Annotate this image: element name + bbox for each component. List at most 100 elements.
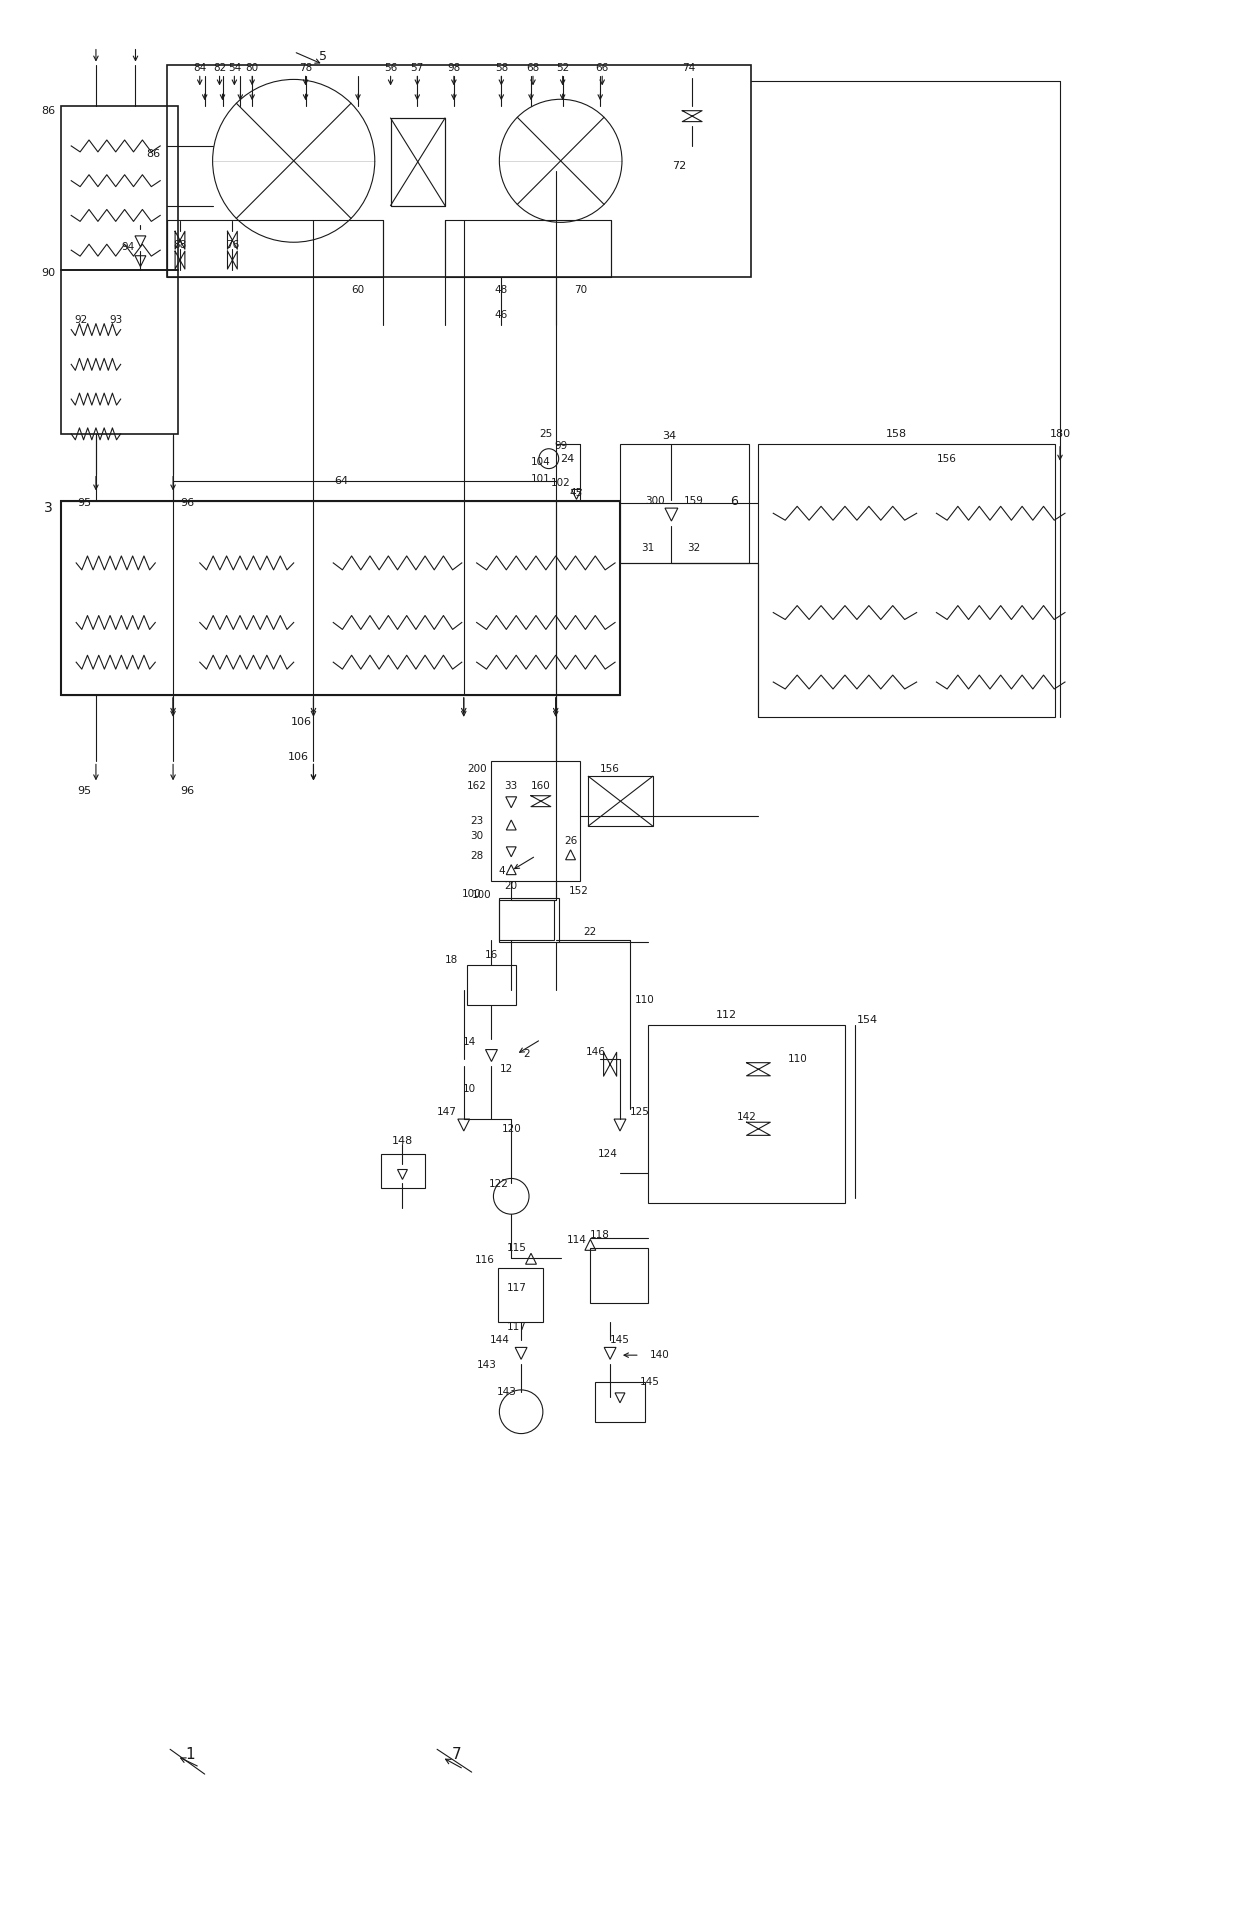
Text: 86: 86 (146, 148, 160, 158)
Text: 143: 143 (496, 1387, 516, 1397)
Text: 100: 100 (461, 888, 481, 898)
Text: 110: 110 (789, 1054, 807, 1064)
Circle shape (500, 1389, 543, 1434)
Text: 34: 34 (662, 432, 677, 441)
Text: 3: 3 (45, 501, 53, 515)
Text: 25: 25 (539, 430, 553, 439)
Bar (391, 118, 445, 206)
Text: 14: 14 (463, 1037, 476, 1048)
Text: 122: 122 (489, 1179, 508, 1189)
Text: 48: 48 (495, 285, 508, 295)
Bar (381, 1154, 425, 1189)
Text: 99: 99 (554, 441, 567, 451)
Text: 159: 159 (684, 497, 704, 507)
Bar (500, 898, 559, 942)
Bar (391, 118, 445, 206)
Text: 2: 2 (523, 1050, 529, 1060)
Text: 46: 46 (495, 310, 508, 320)
Bar (500, 900, 554, 940)
Polygon shape (614, 1120, 626, 1131)
Polygon shape (398, 1170, 408, 1179)
Text: 115: 115 (507, 1243, 527, 1253)
Polygon shape (572, 489, 582, 499)
Polygon shape (515, 1347, 527, 1359)
Text: 148: 148 (392, 1135, 413, 1147)
Circle shape (500, 100, 622, 222)
Text: 110: 110 (635, 994, 655, 1004)
Text: 152: 152 (568, 886, 589, 896)
Bar (167, 64, 750, 277)
Polygon shape (585, 1239, 595, 1251)
Text: 88: 88 (174, 241, 186, 251)
Text: 114: 114 (567, 1235, 587, 1245)
Text: 86: 86 (41, 106, 56, 116)
Polygon shape (526, 1253, 537, 1264)
Polygon shape (506, 865, 516, 875)
Text: 84: 84 (193, 64, 206, 73)
Text: 16: 16 (485, 950, 498, 960)
Text: 23: 23 (470, 815, 484, 827)
Text: 145: 145 (640, 1378, 660, 1387)
Text: 57: 57 (410, 64, 424, 73)
Text: 74: 74 (682, 64, 696, 73)
Text: 80: 80 (246, 64, 259, 73)
Text: 92: 92 (74, 314, 88, 324)
Text: 31: 31 (641, 543, 655, 553)
Text: 146: 146 (585, 1048, 605, 1058)
Text: 4: 4 (498, 865, 505, 875)
Text: 10: 10 (464, 1085, 476, 1095)
Text: 56: 56 (384, 64, 397, 73)
Text: 147: 147 (436, 1106, 456, 1118)
Bar (647, 1025, 846, 1202)
Text: 156: 156 (600, 765, 620, 775)
Polygon shape (135, 256, 146, 266)
Text: 6: 6 (730, 495, 738, 509)
Text: 66: 66 (595, 64, 609, 73)
Text: 54: 54 (228, 64, 241, 73)
Polygon shape (506, 821, 516, 831)
Text: 12: 12 (500, 1064, 513, 1073)
Polygon shape (458, 1120, 470, 1131)
Text: 200: 200 (466, 765, 486, 775)
Text: 45: 45 (570, 488, 583, 499)
Text: 143: 143 (476, 1360, 496, 1370)
Text: 102: 102 (551, 478, 570, 488)
Text: 68: 68 (526, 64, 539, 73)
Text: 93: 93 (109, 314, 123, 324)
Circle shape (539, 449, 559, 468)
Bar (491, 761, 580, 881)
Bar (595, 1382, 645, 1422)
Text: 98: 98 (448, 64, 460, 73)
Text: 95: 95 (77, 786, 91, 796)
Polygon shape (135, 235, 146, 247)
Text: 78: 78 (299, 64, 312, 73)
Polygon shape (604, 1347, 616, 1359)
Text: 144: 144 (490, 1335, 510, 1345)
Text: 96: 96 (180, 786, 193, 796)
Text: 145: 145 (610, 1335, 630, 1345)
Bar (759, 443, 1055, 717)
Bar (61, 501, 620, 696)
Polygon shape (615, 1393, 625, 1403)
Text: 106: 106 (291, 717, 312, 726)
Polygon shape (565, 850, 575, 859)
Text: 26: 26 (564, 836, 577, 846)
Bar (590, 1249, 647, 1303)
Text: 106: 106 (288, 752, 309, 761)
Text: 18: 18 (445, 956, 459, 965)
Text: 100: 100 (471, 890, 491, 900)
Text: 160: 160 (531, 780, 551, 792)
Bar (620, 443, 749, 563)
Text: 94: 94 (122, 243, 134, 252)
Circle shape (494, 1179, 529, 1214)
Text: 140: 140 (650, 1351, 670, 1360)
Bar (498, 1268, 543, 1322)
Text: 90: 90 (41, 268, 56, 277)
Text: 104: 104 (531, 457, 551, 466)
Text: 120: 120 (501, 1123, 521, 1133)
Text: 58: 58 (495, 64, 508, 73)
Text: 70: 70 (574, 285, 587, 295)
Text: 30: 30 (470, 831, 484, 840)
Text: 125: 125 (630, 1106, 650, 1118)
Polygon shape (506, 846, 516, 858)
